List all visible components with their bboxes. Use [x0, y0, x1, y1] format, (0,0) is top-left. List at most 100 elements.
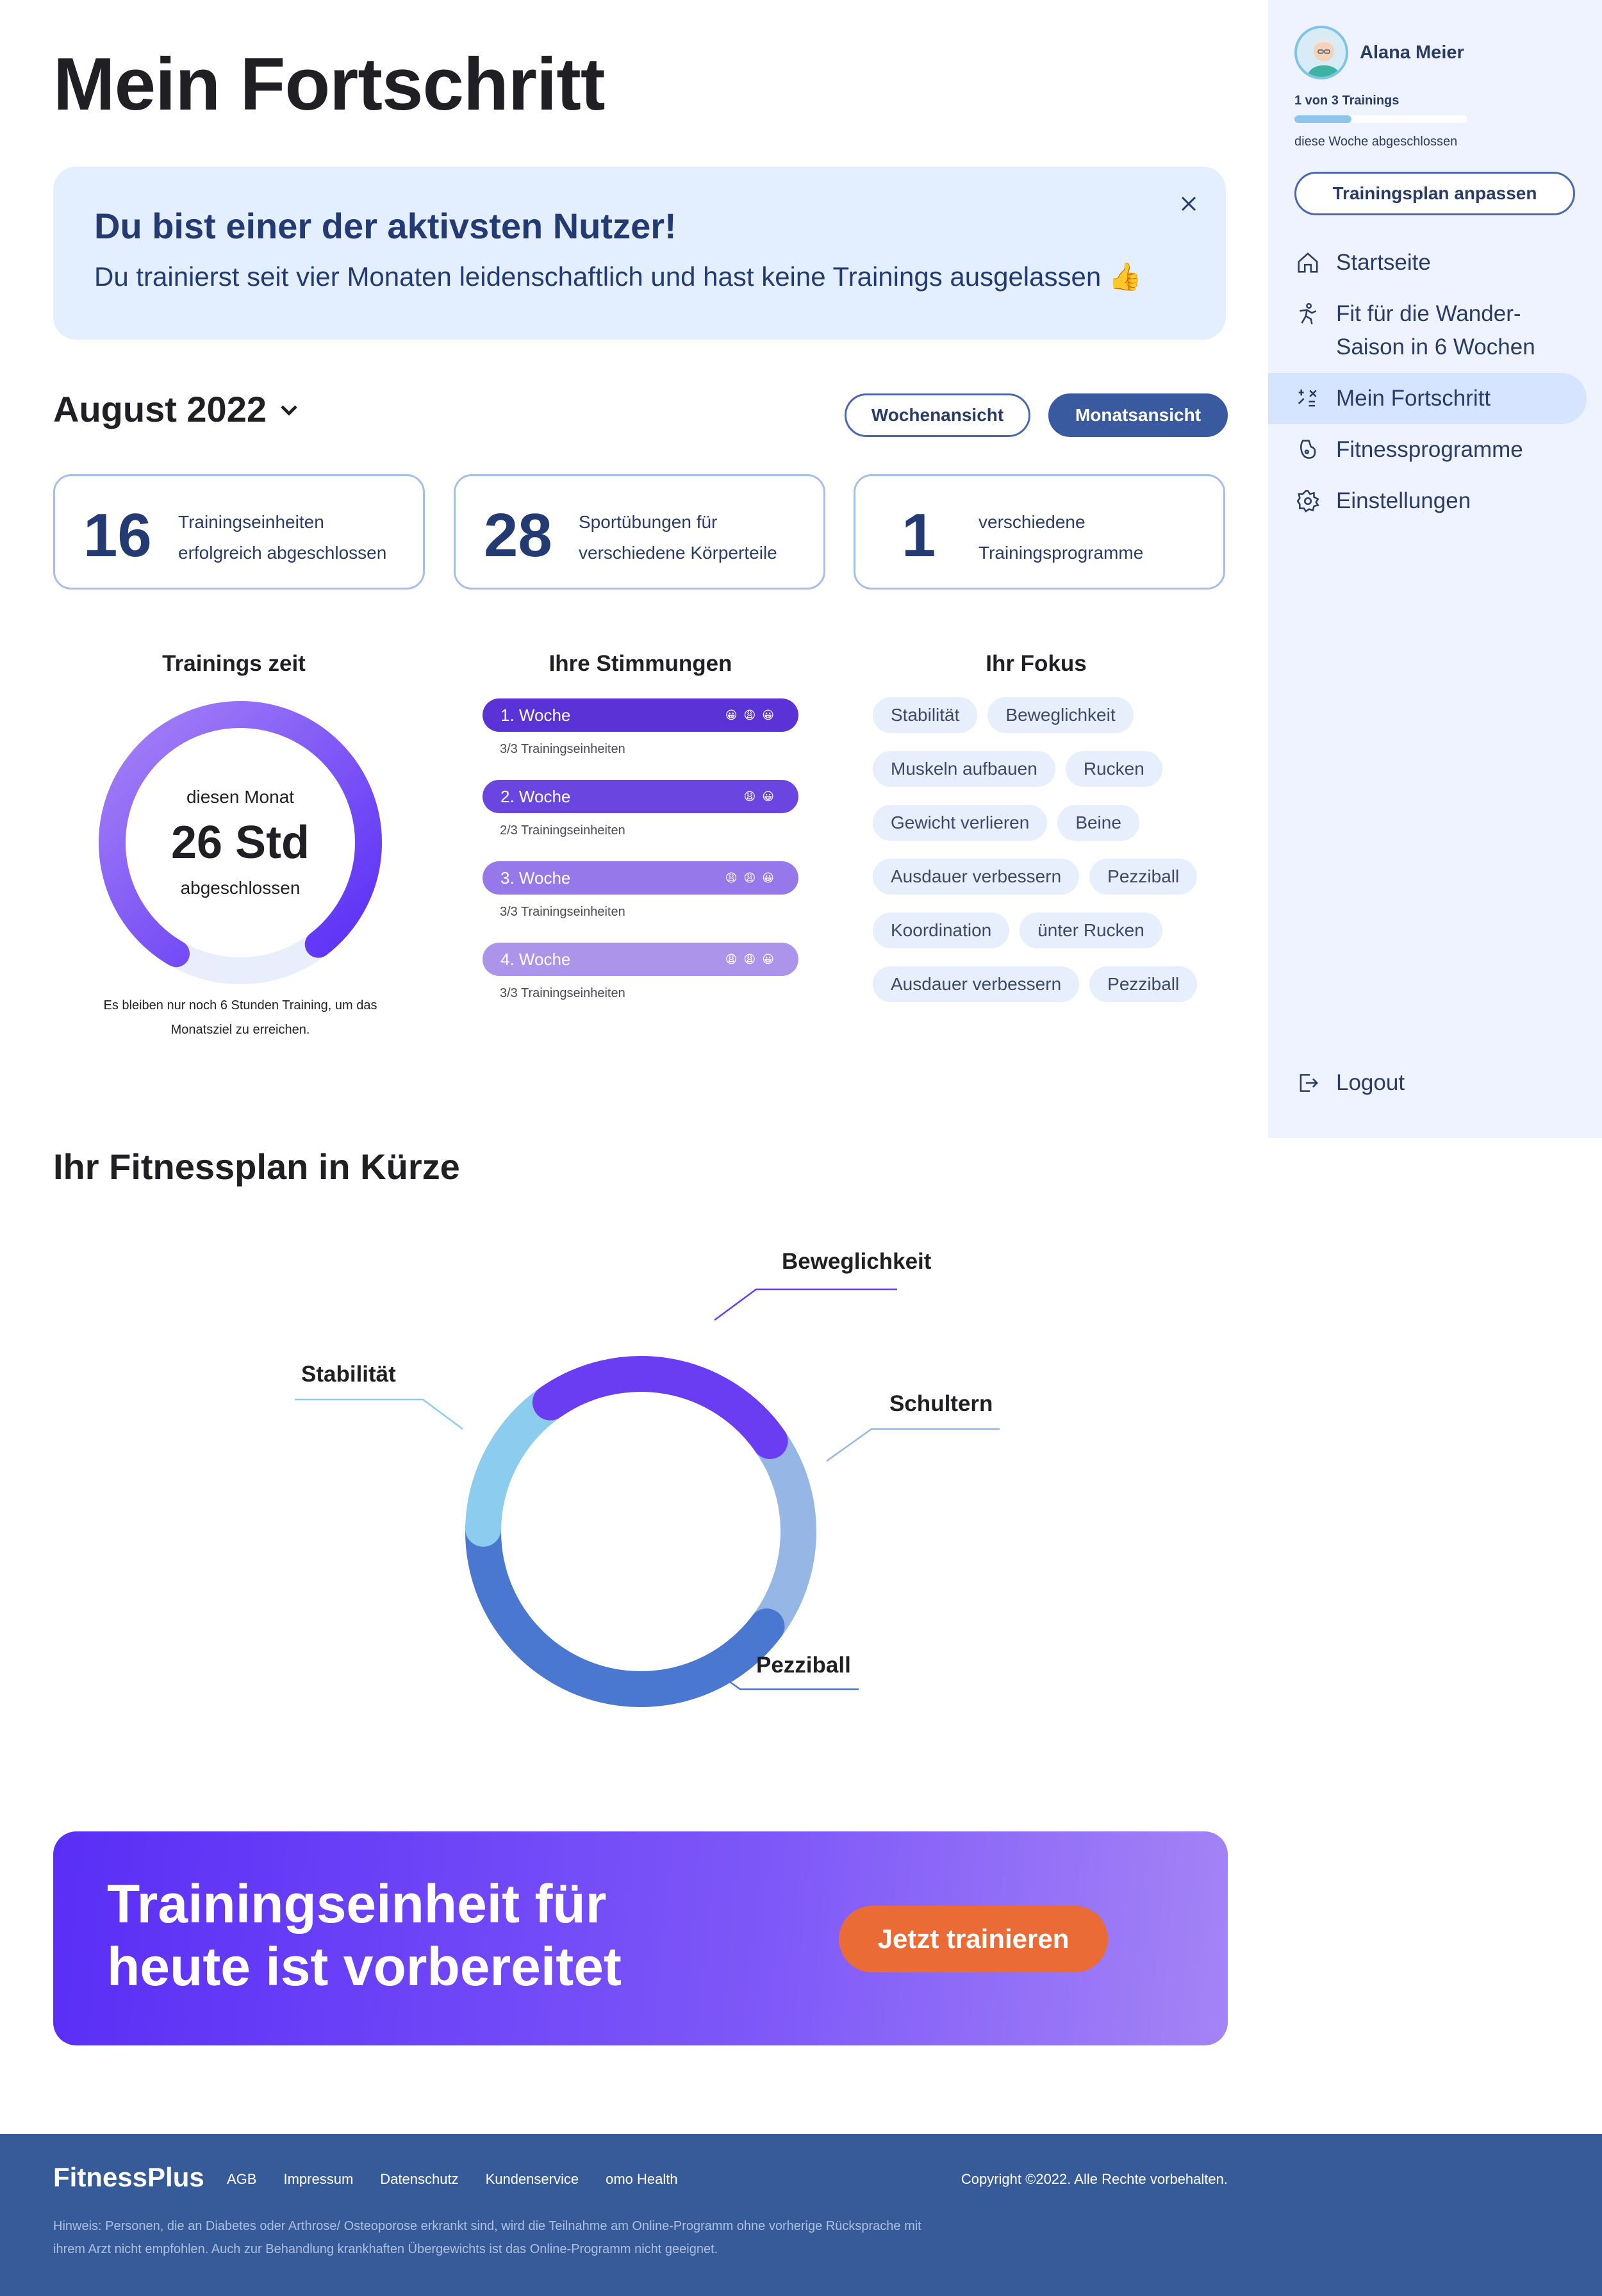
stat-card: 1 verschiedene Trainingsprogramme — [854, 474, 1225, 590]
footer-copyright: Copyright ©2022. Alle Rechte vorbehalten… — [961, 2171, 1228, 2187]
footer-link-datenschutz[interactable]: Datenschutz — [380, 2171, 459, 2187]
focus-tag[interactable]: Beine — [1057, 805, 1139, 841]
sidebar-item-label: Startseite — [1336, 250, 1431, 275]
focus-tag[interactable]: Ausdauer verbessern — [873, 966, 1080, 1002]
start-training-button[interactable]: Jetzt trainieren — [839, 1906, 1108, 1972]
home-icon — [1294, 246, 1322, 279]
training-time-note: Es bleiben nur noch 6 Stunden Training, … — [103, 998, 377, 1037]
sidebar-item-label: Fitnessprogramme — [1336, 437, 1523, 462]
stat-value: 28 — [484, 501, 552, 570]
focus-tag[interactable]: Muskeln aufbauen — [873, 751, 1055, 787]
ring-value: 26 Std — [170, 817, 310, 868]
focus-tag[interactable]: Pezziball — [1089, 966, 1198, 1002]
page-title: Mein Fortschritt — [53, 42, 605, 126]
footer-disclaimer: Hinweis: Personen, die an Diabetes oder … — [53, 2219, 921, 2256]
focus-tag[interactable]: Pezziball — [1089, 859, 1198, 895]
stat-text: verschiedene Trainingsprogramme — [979, 512, 1144, 563]
adjust-plan-button[interactable]: Trainingsplan anpassen — [1294, 172, 1575, 215]
logout-button[interactable]: Logout — [1294, 1066, 1405, 1100]
ring-top-text: diesen Monat — [186, 787, 295, 807]
fitness-icon — [1294, 433, 1322, 467]
focus-tag[interactable]: Gewicht verlieren — [873, 805, 1048, 841]
stat-text: Trainingseinheiten erfolgreich abgeschlo… — [178, 512, 387, 563]
week-sessions: 3/3 Trainingseinheiten — [500, 742, 625, 756]
weekly-progress-label: 1 von 3 Trainings — [1294, 94, 1400, 108]
donut-label: Beweglichkeit — [782, 1249, 932, 1274]
training-time-ring-chart — [99, 701, 382, 984]
sidebar-item-einstellungen[interactable]: Einstellungen — [1268, 475, 1589, 527]
ring-progress — [99, 701, 382, 968]
sidebar-nav: Startseite Fit für die Wander-Saison in … — [1268, 237, 1602, 527]
chevron-down-icon — [277, 388, 301, 430]
focus-tag[interactable]: Rucken — [1065, 751, 1162, 787]
user-profile[interactable]: Alana Meier — [1294, 26, 1464, 79]
stat-text: Sportübungen für verschiedene Körperteil… — [579, 512, 777, 563]
ring-bottom-text: abgeschlossen — [180, 878, 301, 898]
focus-title: Ihr Fokus — [986, 651, 1087, 676]
logout-icon — [1294, 1066, 1322, 1100]
week-bar[interactable]: 1. Woche 😀😩😀 — [483, 698, 798, 732]
donut-leader-line — [703, 1662, 859, 1690]
donut-slice-schultern — [748, 1423, 816, 1645]
hiking-icon — [1294, 297, 1322, 331]
sidebar-item-startseite[interactable]: Startseite — [1268, 237, 1589, 288]
footer-logo[interactable]: FitnessPlus — [53, 2162, 204, 2192]
focus-tag[interactable]: Stabilität — [873, 697, 978, 733]
footer-link-kundenservice[interactable]: Kundenservice — [485, 2171, 579, 2187]
week-label: 4. Woche — [500, 949, 571, 969]
banner-title: Du bist einer der aktivsten Nutzer! — [94, 206, 677, 246]
ring-center: diesen Monat 26 Std abgeschlossen — [96, 698, 384, 987]
week-label: 1. Woche — [500, 705, 571, 725]
moods-title: Ihre Stimmungen — [549, 651, 732, 676]
month-label: August 2022 — [53, 389, 267, 429]
month-selector[interactable]: August 2022 — [53, 388, 301, 430]
focus-tag[interactable]: Koordination — [873, 913, 1010, 948]
focus-tags: Stabilität Beweglichkeit Muskeln aufbaue… — [873, 697, 1232, 1020]
sidebar-item-label: Fit für die Wander-Saison in 6 Wochen — [1336, 301, 1535, 359]
tag-row: Stabilität Beweglichkeit — [873, 697, 1232, 733]
training-time-ring: diesen Monat 26 Std abgeschlossen — [96, 698, 384, 987]
sidebar-item-wander-saison[interactable]: Fit für die Wander-Saison in 6 Wochen — [1268, 288, 1589, 373]
donut-slice-pezziball — [465, 1510, 785, 1707]
fitness-plan-title: Ihr Fitnessplan in Kürze — [53, 1146, 460, 1187]
week-bar[interactable]: 2. Woche 😩😀 — [483, 780, 798, 813]
weekly-progress-bar — [1294, 115, 1467, 123]
footer-links: AGB Impressum Datenschutz Kundenservice … — [227, 2171, 678, 2188]
sidebar-item-fitnessprogramme[interactable]: Fitnessprogramme — [1268, 424, 1589, 475]
sidebar-item-mein-fortschritt[interactable]: Mein Fortschritt — [1268, 373, 1587, 424]
tag-row: Muskeln aufbauen Rucken — [873, 751, 1232, 787]
focus-tag[interactable]: Ausdauer verbessern — [873, 859, 1080, 895]
month-view-button[interactable]: Monatsansicht — [1048, 393, 1228, 437]
week-view-button[interactable]: Wochenansicht — [845, 393, 1030, 437]
stat-card: 28 Sportübungen für verschiedene Körpert… — [454, 474, 825, 590]
week-bar[interactable]: 3. Woche 😩😩😀 — [483, 861, 798, 895]
mood-emoji-icons: 😩😀 — [743, 789, 780, 803]
weekly-progress-caption: diese Woche abgeschlossen — [1294, 135, 1458, 149]
week-sessions: 2/3 Trainingseinheiten — [500, 823, 625, 838]
tag-row: Gewicht verlieren Beine — [873, 805, 1232, 841]
sidebar-item-label: Mein Fortschritt — [1336, 386, 1491, 411]
week-sessions: 3/3 Trainingseinheiten — [500, 905, 625, 919]
focus-tag[interactable]: Beweglichkeit — [987, 697, 1134, 733]
footer-link-omo-health[interactable]: omo Health — [606, 2171, 678, 2187]
close-icon[interactable] — [1176, 191, 1202, 217]
donut-leader-line — [826, 1428, 1000, 1462]
stat-value: 16 — [83, 501, 152, 570]
donut-label: Stabilität — [301, 1362, 396, 1387]
footer-link-impressum[interactable]: Impressum — [283, 2171, 354, 2187]
donut-label: Pezziball — [756, 1653, 851, 1678]
fitness-plan-donut-chart: Beweglichkeit Schultern Pezziball Stabilitä… — [295, 1249, 1000, 1707]
focus-tag[interactable]: ünter Rucken — [1020, 913, 1162, 948]
footer-link-agb[interactable]: AGB — [227, 2171, 257, 2187]
avatar[interactable] — [1294, 26, 1348, 79]
mood-emoji-icons: 😩😩😀 — [725, 952, 780, 966]
logout-label: Logout — [1336, 1070, 1405, 1095]
tag-row: Koordination ünter Rucken — [873, 913, 1232, 948]
tag-row: Ausdauer verbessern Pezziball — [873, 966, 1232, 1002]
week-sessions: 3/3 Trainingseinheiten — [500, 986, 625, 1000]
stat-card: 16 Trainingseinheiten erfolgreich abgesc… — [53, 474, 425, 590]
week-bar[interactable]: 4. Woche 😩😩😀 — [483, 943, 798, 976]
settings-icon — [1294, 484, 1322, 518]
weekly-progress-fill — [1294, 115, 1352, 123]
donut-leader-line — [714, 1288, 897, 1321]
